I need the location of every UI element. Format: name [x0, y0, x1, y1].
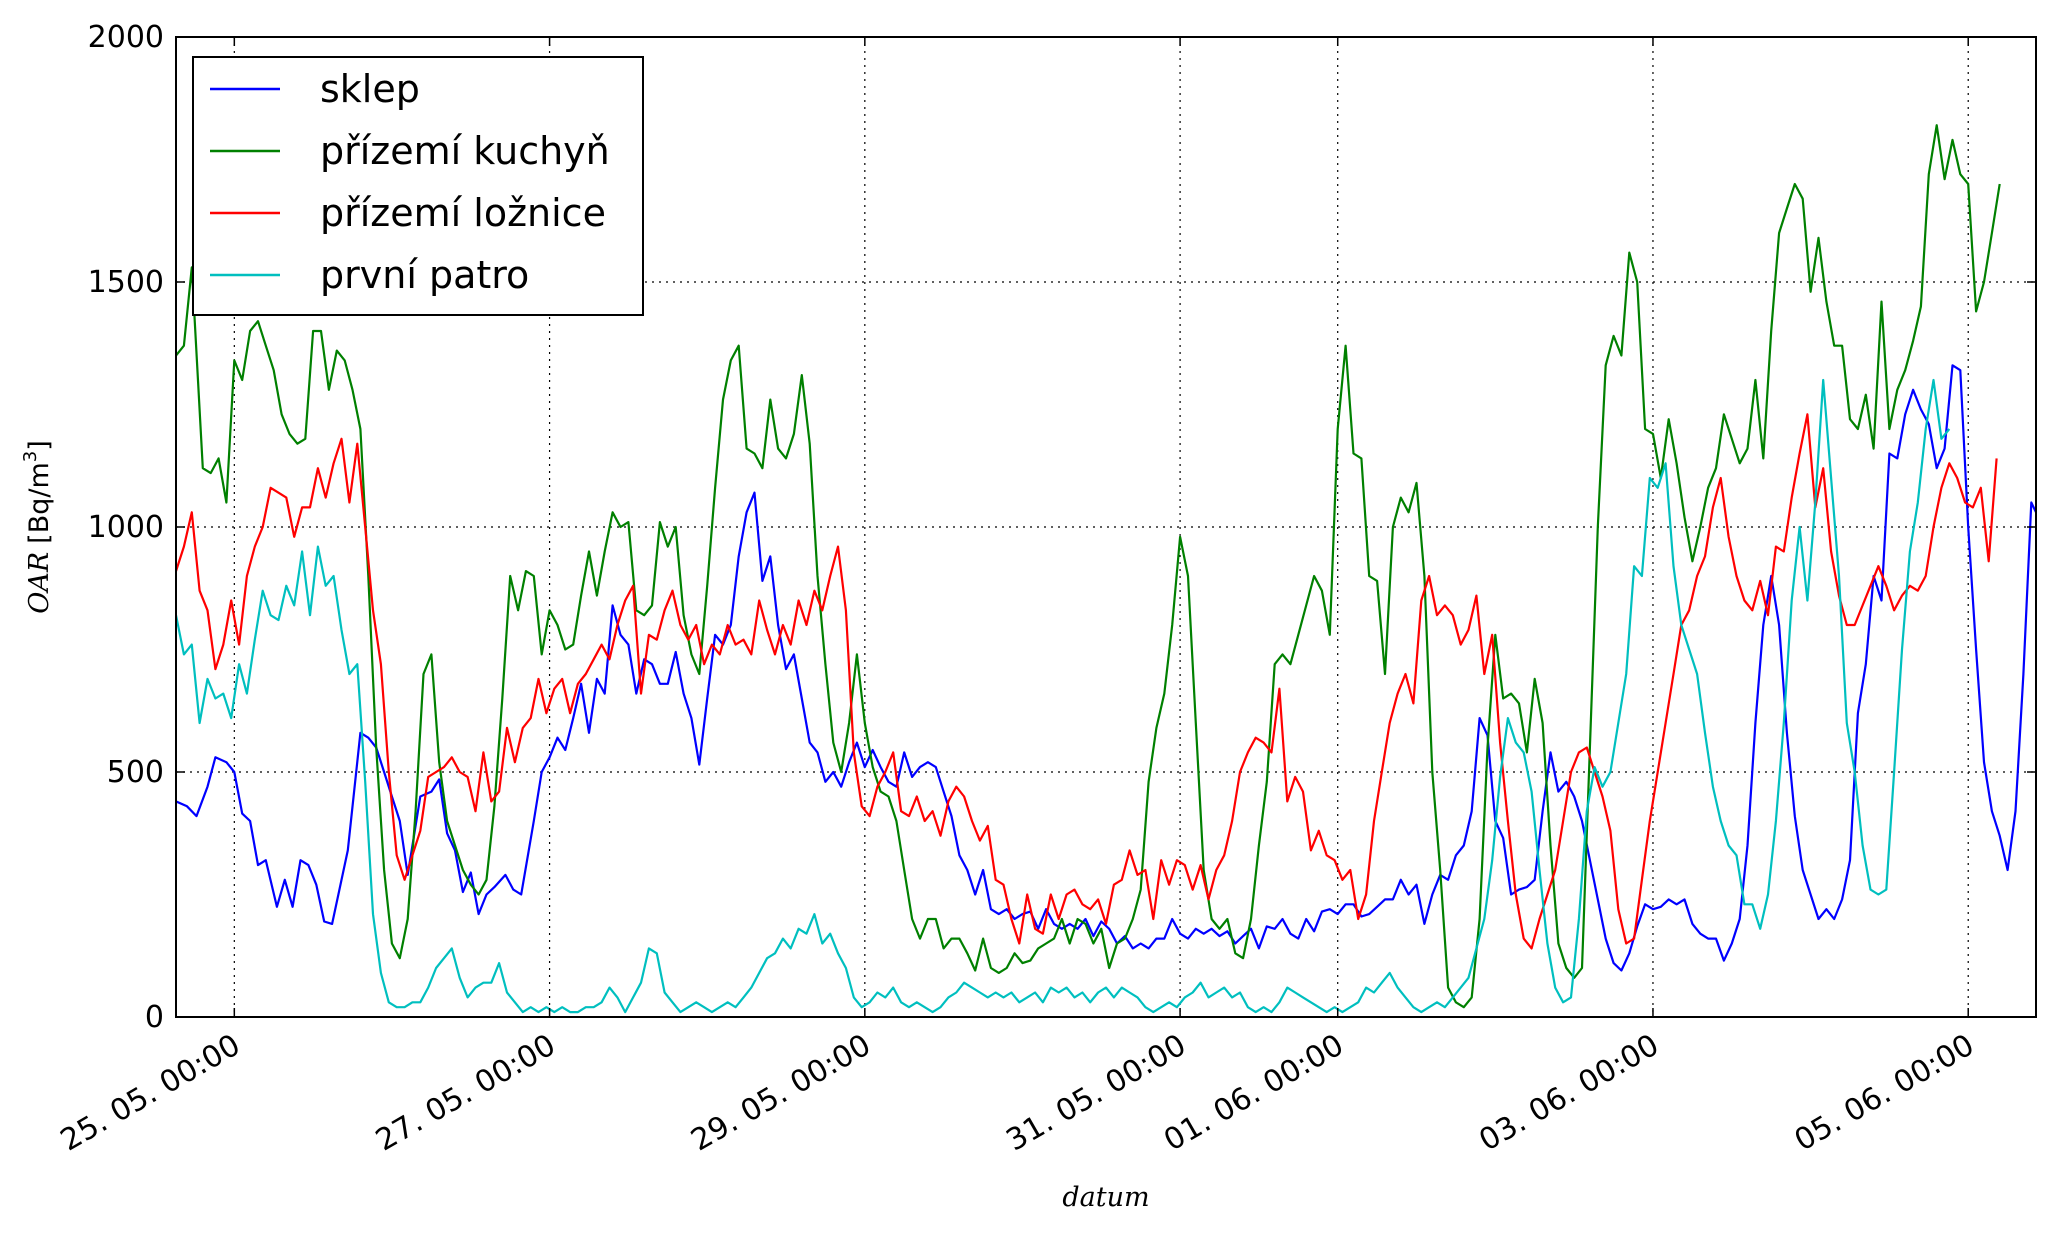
y-axis-label-unit-exponent: 3 [20, 451, 41, 462]
series-line-1 [176, 124, 2001, 1009]
x-axis-label: datum [1062, 1182, 1149, 1213]
x-tick-label: 05. 06. 00:00 [1789, 1028, 1981, 1159]
x-tick-label: 29. 05. 00:00 [685, 1028, 877, 1159]
legend-box [192, 56, 644, 316]
series-line-3 [176, 378, 1951, 1014]
y-axis: 0 500 1000 1500 2000 [88, 20, 2036, 1035]
series-line-2 [176, 413, 1998, 950]
x-tick-label: 27. 05. 00:00 [370, 1028, 562, 1159]
y-axis-label: OAR [Bq/m3] [20, 440, 55, 614]
legend-label-prizemi-loznice: přízemí ložnice [320, 191, 606, 235]
y-tick-label: 1000 [88, 510, 164, 545]
y-tick-label: 1500 [88, 265, 164, 300]
x-tick-label: 25. 05. 00:00 [55, 1028, 247, 1159]
series-line-0 [176, 364, 2036, 972]
y-axis-label-unit: [Bq/m [24, 462, 55, 544]
legend-label-prvni-patro: první patro [320, 253, 529, 297]
series-group [176, 124, 2036, 1014]
legend-label-sklep: sklep [320, 67, 420, 111]
y-tick-label: 0 [145, 1000, 164, 1035]
y-axis-label-main: OAR [24, 552, 55, 614]
y-tick-label: 500 [107, 755, 164, 790]
y-axis-label-unit-close: ] [24, 440, 55, 451]
x-tick-label: 01. 06. 00:00 [1158, 1028, 1350, 1159]
legend: sklep přízemí kuchyň přízemí ložnice prv… [192, 56, 644, 316]
y-tick-label: 2000 [88, 20, 164, 55]
x-tick-label: 03. 06. 00:00 [1473, 1028, 1665, 1159]
legend-label-prizemi-kuchyn: přízemí kuchyň [320, 129, 610, 173]
